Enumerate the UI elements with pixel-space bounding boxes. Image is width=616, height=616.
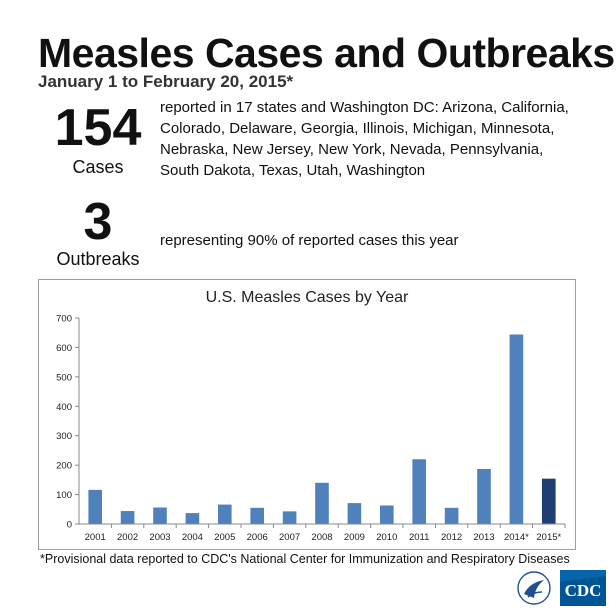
x-tick-label: 2015* — [536, 532, 561, 543]
x-tick-label: 2005 — [214, 532, 235, 543]
outbreaks-description: representing 90% of reported cases this … — [160, 232, 459, 249]
x-tick-label: 2011 — [409, 532, 429, 543]
x-tick-label: 2010 — [376, 532, 397, 543]
logos: CDC — [517, 570, 606, 606]
x-tick-label: 2004 — [182, 532, 203, 543]
x-tick-label: 2012 — [441, 532, 462, 543]
y-tick-label: 300 — [56, 431, 72, 442]
x-tick-label: 2003 — [149, 532, 170, 543]
x-tick-label: 2001 — [85, 532, 106, 543]
bar-2007 — [282, 511, 297, 524]
x-tick-label: 2006 — [247, 532, 268, 543]
bar-2004 — [185, 513, 200, 524]
y-tick-label: 0 — [67, 520, 72, 531]
cdc-logo-icon: CDC — [560, 570, 606, 606]
y-axis: 0 100 200 300 400 500 600 700 — [56, 314, 80, 531]
bar-chart: U.S. Measles Cases by Year 0 100 200 300 400… — [56, 289, 566, 543]
y-tick-label: 700 — [56, 314, 72, 325]
x-tick-label: 2009 — [344, 532, 365, 543]
page-subtitle: January 1 to February 20, 2015* — [38, 72, 294, 91]
y-tick-label: 600 — [56, 343, 72, 354]
chart-container: U.S. Measles Cases by Year 0 100 200 300 400… — [38, 279, 576, 550]
x-tick-label: 2008 — [311, 532, 332, 543]
x-tick-label: 2013 — [473, 532, 494, 543]
cdc-logo-text: CDC — [565, 581, 602, 600]
bar-2015-provisional — [541, 478, 556, 524]
chart-title: U.S. Measles Cases by Year — [206, 289, 409, 306]
cases-number: 154 — [54, 99, 142, 157]
bars — [88, 334, 556, 524]
bar-2001 — [88, 489, 103, 524]
x-tick-label: 2002 — [117, 532, 138, 543]
outbreaks-number: 3 — [83, 193, 113, 251]
hhs-eagle-seal-icon — [517, 571, 551, 605]
x-tick-label: 2014* — [504, 532, 529, 543]
y-tick-label: 100 — [56, 490, 72, 501]
bar-2009 — [347, 503, 362, 524]
cases-label: Cases — [72, 157, 124, 177]
bar-2014-provisional — [509, 334, 524, 524]
bar-2005 — [217, 504, 232, 524]
y-tick-label: 400 — [56, 402, 72, 413]
page-title: Measles Cases and Outbreaks — [38, 30, 615, 76]
footnote: *Provisional data reported to CDC's Nati… — [40, 552, 570, 566]
bar-2012 — [444, 507, 459, 524]
bar-2008 — [315, 482, 329, 524]
x-tick-label: 2007 — [279, 532, 300, 543]
bar-2006 — [250, 507, 265, 524]
outbreaks-label: Outbreaks — [56, 249, 140, 269]
bar-2002 — [120, 511, 135, 524]
x-axis: 2001 2002 2003 2004 2005 2006 2007 2008 2009 2010… — [79, 523, 566, 543]
bar-2013 — [477, 468, 491, 524]
y-tick-label: 200 — [56, 461, 72, 472]
bar-2003 — [153, 507, 167, 524]
cases-description: reported in 17 states and Washington DC:… — [160, 99, 569, 179]
bar-2010 — [379, 505, 394, 524]
y-tick-label: 500 — [56, 372, 72, 383]
bar-2011 — [412, 459, 427, 524]
